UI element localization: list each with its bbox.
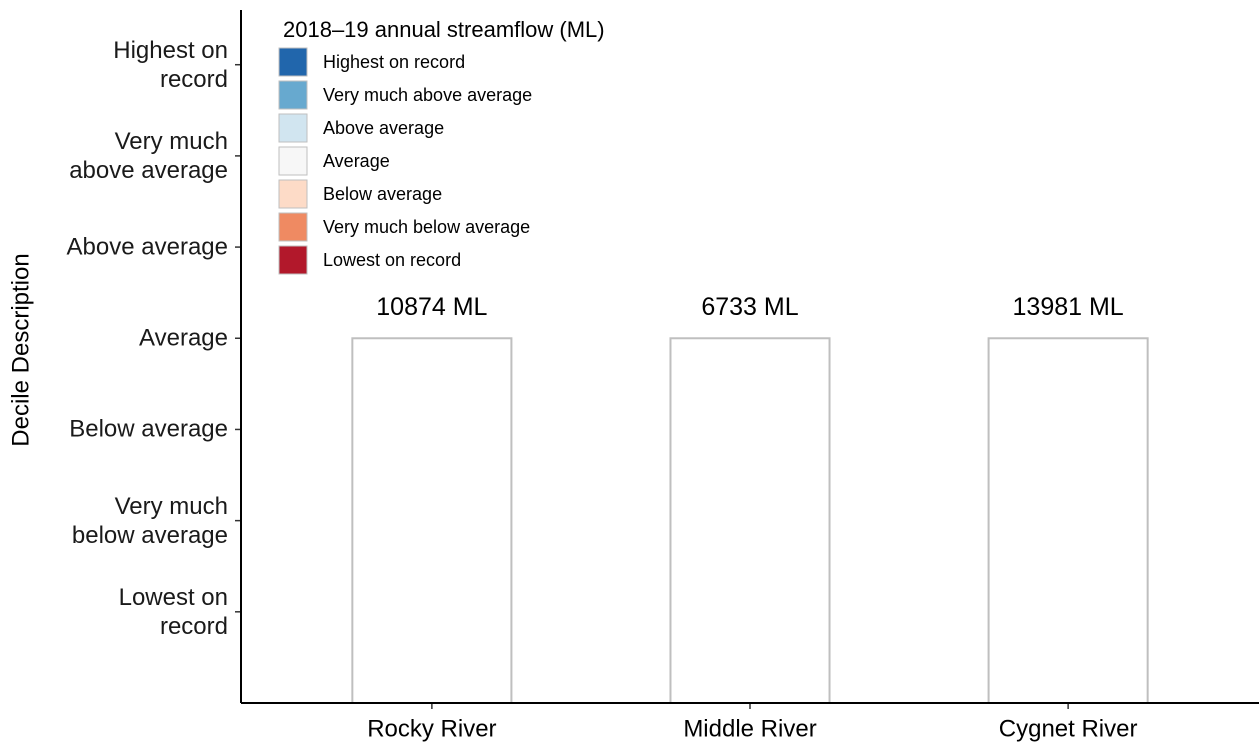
- legend-label: Below average: [323, 184, 442, 204]
- y-tick-label: Below average: [69, 415, 228, 443]
- legend-label: Above average: [323, 118, 444, 138]
- bar-label: 10874 ML: [376, 293, 487, 321]
- legend-swatch: [278, 47, 308, 77]
- y-tick-label: Average: [139, 324, 228, 352]
- legend-label: Lowest on record: [323, 250, 461, 270]
- x-tick-label: Rocky River: [367, 715, 496, 742]
- bar: [987, 337, 1149, 704]
- y-tick-label: Very much below average: [71, 492, 228, 549]
- legend-label: Very much below average: [323, 217, 530, 237]
- bar: [351, 337, 513, 704]
- legend-label: Very much above average: [323, 85, 532, 105]
- bar-label: 13981 ML: [1013, 293, 1124, 321]
- y-tick-label: Highest on record: [113, 36, 228, 93]
- bar-label: 6733 ML: [701, 293, 798, 321]
- legend-swatch: [278, 245, 308, 275]
- legend-label: Highest on record: [323, 52, 465, 72]
- legend-title: 2018–19 annual streamflow (ML): [283, 17, 605, 42]
- legend-swatch: [278, 113, 308, 143]
- legend-label: Average: [323, 151, 390, 171]
- legend-swatch: [278, 179, 308, 209]
- y-axis-title: Decile Description: [7, 253, 34, 446]
- x-tick-label: Cygnet River: [999, 715, 1138, 742]
- legend-swatch: [278, 212, 308, 242]
- y-tick-label: Above average: [66, 233, 228, 261]
- x-tick-label: Middle River: [683, 715, 816, 742]
- y-tick-label: Lowest on record: [118, 583, 228, 640]
- legend-swatch: [278, 80, 308, 110]
- legend-swatch: [278, 146, 308, 176]
- y-tick-label: Very much above average: [69, 127, 228, 184]
- bar: [669, 337, 831, 704]
